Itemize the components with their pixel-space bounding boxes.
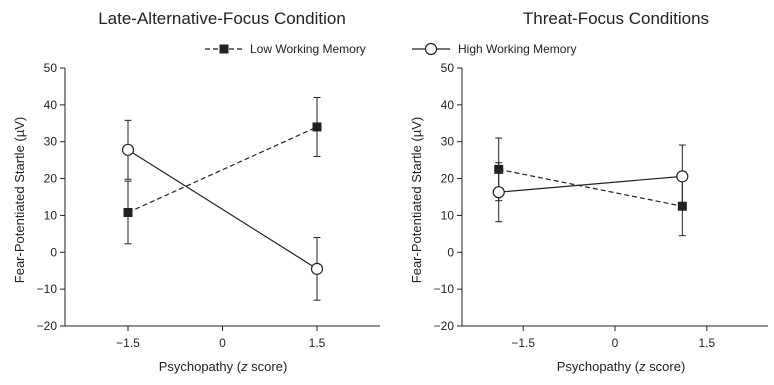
panel-2-series-high-point xyxy=(676,170,689,183)
panel-1-xtick-label: 1.5 xyxy=(309,336,326,350)
panel-1-ytick-label: 50 xyxy=(44,61,58,75)
panel-2-ytick-label: 20 xyxy=(441,172,455,186)
panel-1-ytick-label: 20 xyxy=(44,172,58,186)
panel-2-ytick-label: 30 xyxy=(441,135,455,149)
panel-2-ylabel: Fear-Potentiated Startle (µV) xyxy=(409,117,424,283)
panel-1-ytick-label: −20 xyxy=(37,319,58,333)
panel-2-series-high-point xyxy=(492,186,505,199)
panel-1-ytick-label: 0 xyxy=(50,245,57,259)
panel-2-plot: −20 −10 0 10 20 30 40 50 −1.5 0 1.5 xyxy=(434,61,768,350)
panel-1-ytick-label: 30 xyxy=(44,135,58,149)
panel-2-xlabel: Psychopathy (z score) xyxy=(557,359,686,374)
legend-low-marker xyxy=(219,44,229,54)
panel-2-xlabel-prefix: Psychopathy ( xyxy=(557,359,640,374)
panel-2-ytick-label: 40 xyxy=(441,98,455,112)
panel-2-xtick-label: 0 xyxy=(612,336,619,350)
legend-high-label: High Working Memory xyxy=(458,42,576,56)
panel-1-xtick-label: 0 xyxy=(219,336,226,350)
panel-1-series-high-line xyxy=(127,149,318,270)
panel-1-xlabel-prefix: Psychopathy ( xyxy=(159,359,242,374)
panel-2-series-high-line xyxy=(498,175,683,193)
legend-low-label: Low Working Memory xyxy=(250,42,366,56)
panel-1-ytick-label: 40 xyxy=(44,98,58,112)
panel-2-ytick-label: 0 xyxy=(447,245,454,259)
panel-1-xlabel-z: z xyxy=(240,359,248,374)
panel-1-series-low-line xyxy=(127,126,318,214)
panel-1-xtick-label: −1.5 xyxy=(116,336,140,350)
panel-1-ytick-label: −10 xyxy=(37,282,58,296)
panel-1-title: Late-Alternative-Focus Condition xyxy=(98,9,346,28)
panel-2-ytick-label: −20 xyxy=(434,319,455,333)
panel-1-series-low-point xyxy=(312,122,322,132)
legend-high-marker xyxy=(424,42,438,56)
panel-1-series-high-point xyxy=(310,262,324,275)
panel-2-series-low-line xyxy=(498,168,683,207)
panel-2-xtick-label: 1.5 xyxy=(698,336,715,350)
legend-item-low: Low Working Memory xyxy=(205,42,366,56)
panel-2-ytick-label: 10 xyxy=(441,208,455,222)
panel-1-series-high-point xyxy=(121,143,135,156)
panel-2-title: Threat-Focus Conditions xyxy=(523,9,709,28)
panel-1-xlabel-suffix: score) xyxy=(248,359,288,374)
panel-1-series-low-point xyxy=(123,207,133,217)
panel-2-xtick-label: −1.5 xyxy=(511,336,535,350)
panel-2-ytick-label: −10 xyxy=(434,282,455,296)
panel-1-ylabel: Fear-Potentiated Startle (µV) xyxy=(12,117,27,283)
panel-2-ytick-label: 50 xyxy=(441,61,455,75)
panel-2-xlabel-z: z xyxy=(638,359,646,374)
panel-1-ytick-label: 10 xyxy=(44,208,58,222)
panel-1-plot: −20 −10 0 10 20 30 40 50 −1.5 0 1.5 xyxy=(37,61,380,350)
legend: Low Working Memory High Working Memory xyxy=(205,42,576,56)
panel-2-xlabel-suffix: score) xyxy=(646,359,686,374)
legend-item-high: High Working Memory xyxy=(412,42,576,56)
panel-1-xlabel: Psychopathy (z score) xyxy=(159,359,288,374)
